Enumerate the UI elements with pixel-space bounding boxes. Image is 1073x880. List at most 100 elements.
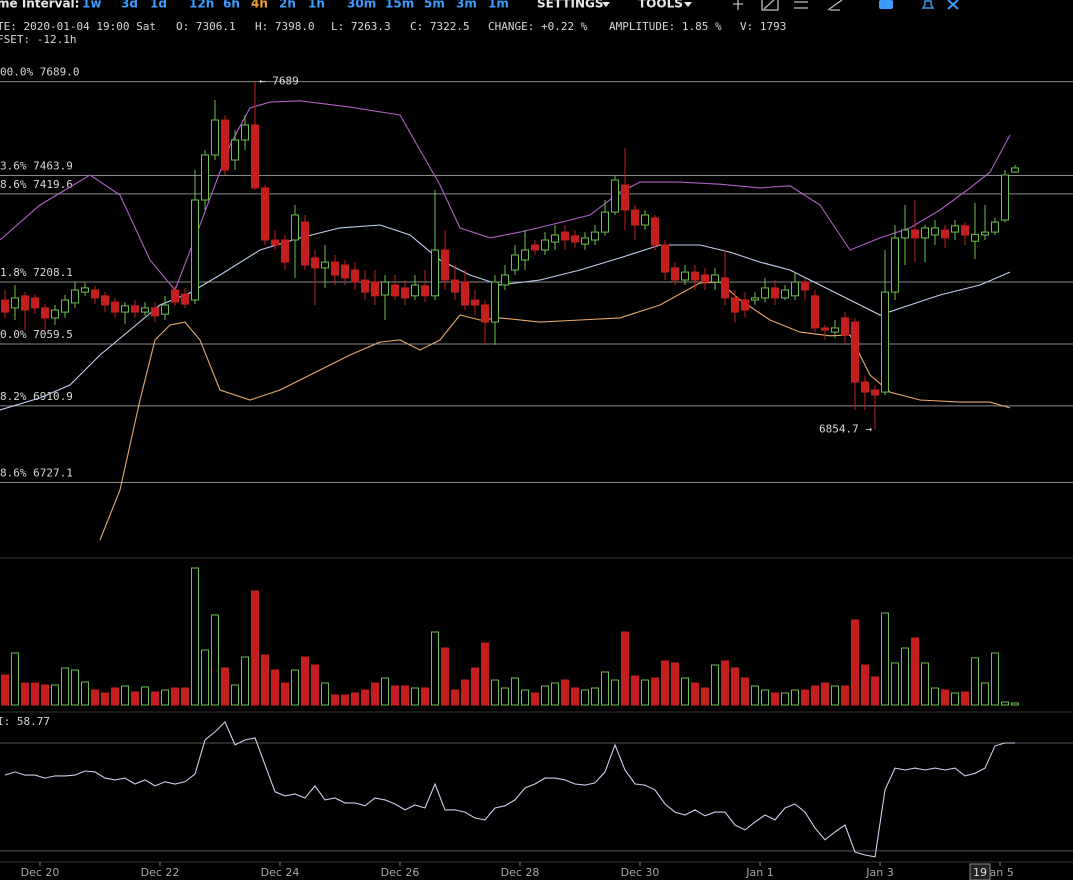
alert-button[interactable] — [921, 0, 935, 9]
candle-body — [751, 297, 759, 301]
interval-button[interactable]: 30m — [347, 0, 376, 11]
candle-body — [531, 244, 539, 251]
toolbar: me Interval: 1w 3d 1d 12h 6h 4h 2h 1h 30… — [0, 0, 959, 11]
tools-menu[interactable]: TOOLS — [638, 0, 683, 11]
draw-tool[interactable] — [827, 0, 843, 11]
fib-tool[interactable] — [794, 1, 808, 9]
candle-body — [971, 233, 979, 242]
candle-body — [581, 237, 589, 245]
candle-body — [21, 295, 29, 311]
interval-button[interactable]: 3m — [456, 0, 477, 11]
volume-bar — [31, 682, 39, 706]
candle-body — [931, 227, 939, 236]
candle-body — [961, 225, 969, 236]
info-offset: FSET: -12.1h — [0, 33, 76, 46]
volume-bar — [641, 679, 649, 706]
volume-bar — [361, 689, 369, 706]
candle-body — [361, 279, 369, 293]
volume-bar — [251, 590, 259, 706]
candle-body — [381, 281, 389, 296]
volume-bar — [1011, 702, 1019, 706]
volume-bar — [541, 685, 549, 706]
volume-bar — [311, 664, 319, 706]
interval-button[interactable]: 2h — [279, 0, 296, 11]
volume-bar — [941, 689, 949, 706]
candle-body — [471, 299, 479, 306]
volume-bar — [371, 682, 379, 706]
volume-bar — [711, 664, 719, 706]
candle-body — [51, 309, 59, 319]
candle-body — [371, 281, 379, 297]
volume-bar — [391, 685, 399, 706]
candle-body — [921, 227, 929, 239]
volume-bar — [421, 687, 429, 706]
candle-body — [201, 154, 209, 201]
candle-body — [141, 307, 149, 313]
candle-body — [601, 211, 609, 233]
interval-button[interactable]: 1w — [82, 0, 101, 11]
cursor-label: 19 — [973, 866, 987, 879]
interval-button[interactable]: 12h — [189, 0, 214, 11]
candle-body — [561, 231, 569, 241]
candle-body — [781, 289, 789, 299]
volume-bar — [921, 662, 929, 706]
volume-bar — [551, 682, 559, 706]
candle-body — [101, 295, 109, 306]
interval-button[interactable]: 1d — [150, 0, 167, 11]
volume-bar — [221, 667, 229, 706]
candle-body — [631, 209, 639, 226]
x-tick-label: Dec 24 — [261, 866, 300, 879]
volume-bar — [491, 679, 499, 706]
candle-body — [131, 305, 139, 313]
volume-bar — [611, 679, 619, 706]
band-line — [0, 100, 1011, 292]
volume-bar — [841, 685, 849, 706]
candle-body — [31, 297, 39, 309]
x-tick-label: Dec 30 — [621, 866, 660, 879]
volume-bar — [321, 682, 329, 706]
volume-bar — [931, 687, 939, 706]
candle-body — [351, 269, 359, 283]
line-tool[interactable] — [761, 0, 779, 11]
candle-body — [991, 221, 999, 233]
snapshot-button[interactable] — [879, 0, 893, 9]
volume-bar — [1, 674, 9, 706]
volume-bar — [531, 692, 539, 706]
x-tick-label: Dec 28 — [501, 866, 540, 879]
x-tick-label: Jan 3 — [865, 866, 893, 879]
interval-button[interactable]: 6h — [223, 0, 240, 11]
candle-body — [791, 281, 799, 297]
volume-bar — [991, 652, 999, 706]
candle-body — [1011, 167, 1019, 173]
candle-body — [511, 254, 519, 271]
settings-menu[interactable]: SETTINGS — [537, 0, 604, 11]
interval-button[interactable]: 1h — [308, 0, 325, 11]
interval-button[interactable]: 4h — [251, 0, 268, 11]
volume-bar — [581, 689, 589, 706]
candle-body — [771, 287, 779, 299]
fullscreen-button[interactable] — [947, 0, 959, 10]
crosshair-tool[interactable] — [733, 0, 743, 10]
volume-bar — [901, 647, 909, 706]
candle-body — [851, 321, 859, 383]
info-high: H: 7398.0 — [255, 20, 315, 33]
volume-bar — [831, 685, 839, 706]
interval-button[interactable]: 15m — [385, 0, 414, 11]
info-date: TE: 2020-01-04 19:00 Sat — [0, 20, 156, 33]
candle-body — [611, 179, 619, 213]
interval-button[interactable]: 3d — [121, 0, 138, 11]
candle-body — [341, 264, 349, 279]
candle-body — [11, 297, 19, 309]
candle-body — [591, 231, 599, 241]
candle-body — [121, 305, 129, 313]
volume-bar — [281, 682, 289, 706]
volume-bar — [521, 689, 529, 706]
volume-bar — [441, 647, 449, 706]
x-tick-label: Jan 1 — [745, 866, 773, 879]
volume-bar — [301, 656, 309, 706]
interval-button[interactable]: 5m — [424, 0, 445, 11]
volume-bar — [231, 684, 239, 706]
candle-body — [681, 271, 689, 281]
interval-button[interactable]: 1m — [488, 0, 509, 11]
